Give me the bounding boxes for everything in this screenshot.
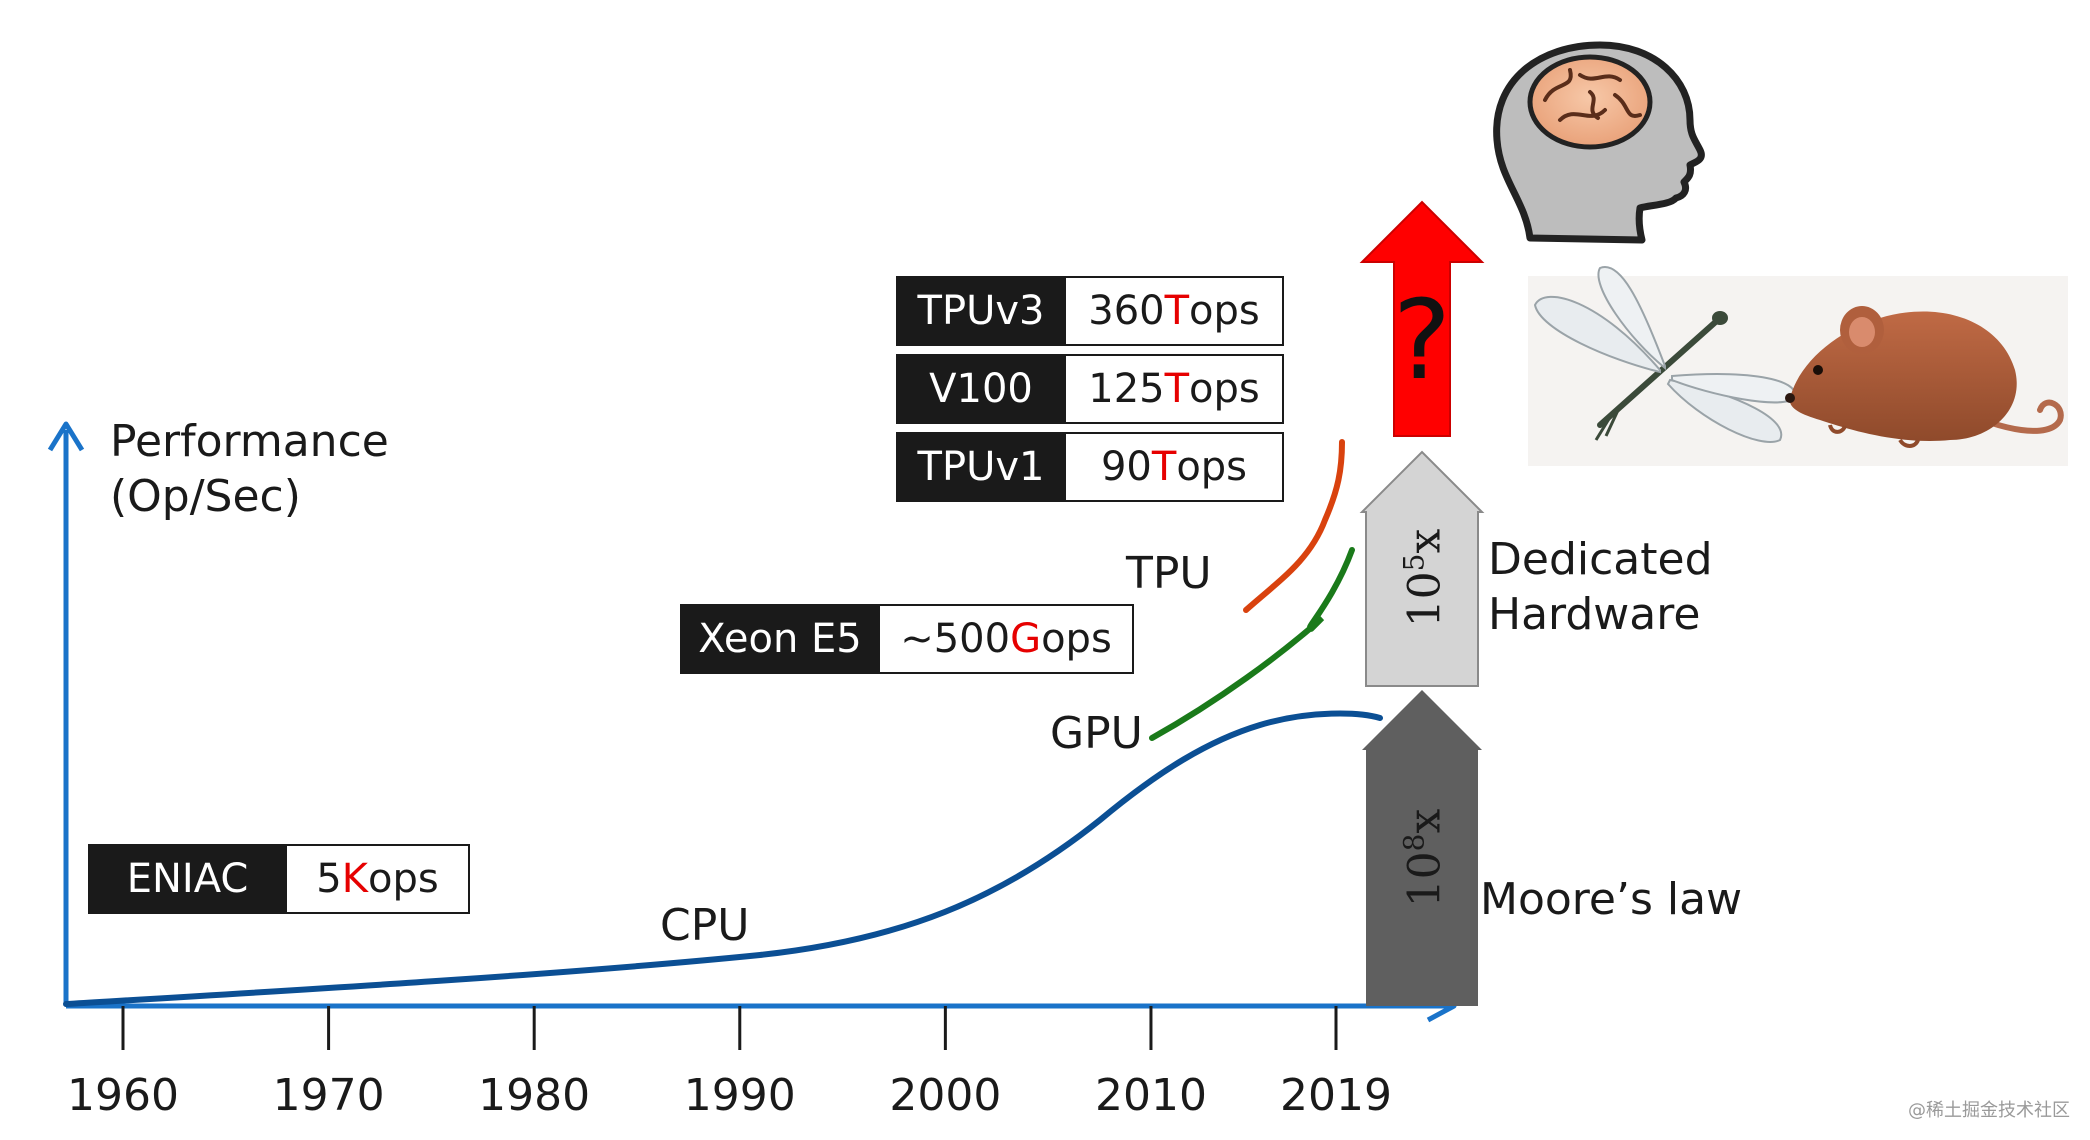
cpu-label: CPU	[660, 900, 750, 951]
dedicated-hardware-line2: Hardware	[1488, 589, 1701, 640]
dedicated-hardware-label: Dedicated Hardware	[1488, 532, 1713, 642]
y-axis-label-line2: (Op/Sec)	[110, 471, 301, 522]
x-axis-tick-label-2000: 2000	[889, 1070, 1002, 1121]
x-axis-tick-label-1990: 1990	[683, 1070, 796, 1121]
dedicated-arrow	[1359, 450, 1485, 687]
x-axis-tick-label-1980: 1980	[478, 1070, 591, 1121]
x-axis-tick-label-1960: 1960	[67, 1070, 179, 1121]
chip-tpuv3-name: TPUv3	[898, 278, 1064, 344]
brain-head-icon	[1490, 34, 1705, 254]
dedicated-hardware-line1: Dedicated	[1488, 534, 1713, 585]
watermark: @稀土掘金技术社区	[1908, 1100, 2070, 1121]
x-axis-tick-label-2010: 2010	[1094, 1070, 1207, 1121]
moore-arrow	[1362, 690, 1482, 1006]
tpu-label: TPU	[1126, 548, 1212, 599]
x-axis-tick-label-2019: 2019	[1280, 1070, 1392, 1121]
moore-factor: 108x	[1397, 808, 1451, 908]
y-axis-label-line1: Performance	[110, 416, 389, 467]
x-axis-ticks	[121, 1006, 1338, 1050]
chip-tpuv1-name: TPUv1	[898, 434, 1064, 500]
y-axis-label: Performance (Op/Sec)	[110, 414, 389, 524]
chip-xeon-name: Xeon E5	[682, 606, 878, 672]
x-axis-tick-label-1970: 1970	[272, 1070, 385, 1121]
question-mark: ?	[1392, 276, 1452, 404]
unknown-arrow	[1359, 200, 1485, 437]
gpu-curve	[1149, 547, 1355, 741]
gpu-label: GPU	[1050, 708, 1143, 759]
axes	[47, 421, 1457, 1050]
moore-law-label: Moore’s law	[1480, 874, 1743, 925]
dedicated-factor: 105x	[1397, 528, 1451, 628]
y-axis-arrowhead	[47, 421, 85, 452]
dragonfly-icon	[1533, 266, 1797, 443]
mouse-icon	[1785, 306, 2064, 448]
cpu-curve	[63, 710, 1383, 1007]
chip-v100-name: V100	[898, 356, 1064, 422]
chip-eniac-name: ENIAC	[90, 846, 285, 912]
tpu-curve	[1243, 439, 1345, 613]
